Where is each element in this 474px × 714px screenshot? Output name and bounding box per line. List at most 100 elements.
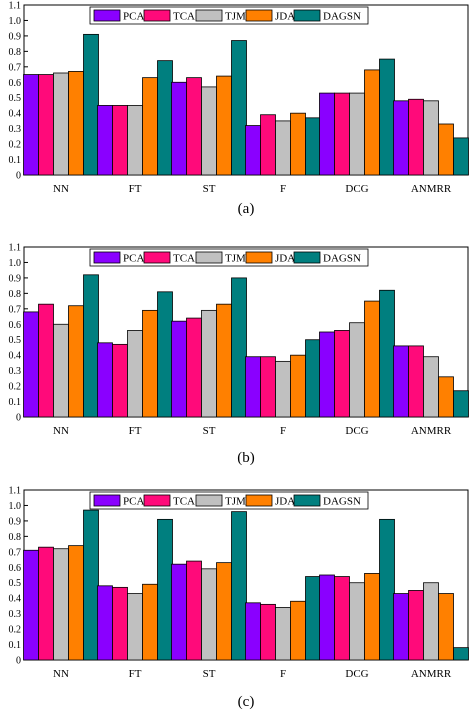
bar-jda-f [290,600,306,661]
panel-caption: (c) [238,694,255,710]
bar-pca-ft [97,342,113,418]
bar-jda-nn [68,71,84,176]
legend: PCA TCA TJM JDA DAGSN [89,248,369,267]
x-category-label: DCG [345,183,368,195]
panel-caption: (b) [237,450,255,466]
legend-label-tca: TCA [173,11,195,23]
bar-tca-nn [38,303,54,418]
bar-tjm-ft [127,105,143,176]
legend-swatch-pca [93,9,121,22]
x-category-label: FT [129,183,142,195]
legend-label-tjm: TJM [225,11,246,23]
y-tick-label: 0.5 [9,93,22,104]
y-tick-label: 0.4 [9,109,22,120]
y-tick-label: 0.2 [9,625,22,636]
y-tick-label: 0.4 [9,351,22,362]
panel-caption: (a) [238,201,255,217]
legend-swatch-dagsn [293,9,321,22]
y-tick-label: 1.1 [9,243,22,254]
bar-jda-f [290,354,306,418]
y-tick-label: 0.7 [9,304,22,315]
x-category-label: NN [53,425,69,437]
bar-tjm-st [201,568,217,661]
bar-dagsn-nn [83,274,99,418]
y-tick-label: 1.0 [9,16,22,27]
bar-tca-dcg [334,576,350,661]
bar-pca-ft [97,585,113,661]
bar-jda-f [290,112,306,176]
legend-label-pca: PCA [123,496,144,508]
bar-tca-st [186,317,202,418]
y-tick-label: 0.6 [9,563,22,574]
bar-tca-ft [112,105,128,176]
bar-tjm-nn [53,72,69,176]
bar-tjm-f [275,360,291,418]
bar-jda-ft [142,583,158,661]
bar-tca-ft [112,586,128,661]
x-category-label: NN [53,668,69,680]
bar-tca-f [260,114,276,176]
bar-tca-st [186,560,202,661]
x-category-label: FT [129,425,142,437]
y-tick-label: 0.4 [9,594,22,605]
bar-jda-anmrr [438,593,454,661]
bar-dagsn-nn [83,33,99,176]
legend-label-tca: TCA [173,253,195,265]
y-tick-label: 0.1 [9,155,22,166]
bar-pca-f [245,602,261,661]
y-tick-label: 1.0 [9,258,22,269]
legend-label-pca: PCA [123,253,144,265]
x-category-label: DCG [345,425,368,437]
bar-pca-f [245,125,261,176]
bar-tca-ft [112,343,128,418]
legend-swatch-pca [93,494,121,507]
bar-tca-nn [38,74,54,176]
bar-jda-nn [68,545,84,661]
bar-dagsn-dcg [379,289,395,418]
legend-label-jda: JDA [275,253,295,265]
x-category-label: ANMRR [411,425,452,437]
bar-pca-st [171,81,187,176]
legend: PCA TCA TJM JDA DAGSN [89,491,369,510]
legend-swatch-jda [245,251,273,264]
legend-swatch-tca [143,494,171,507]
bar-pca-ft [97,105,113,176]
y-tick-label: 0 [16,171,21,182]
chart-panel-1: 0 0.1 0.2 0.3 0.4 0.5 0.6 0.7 0.8 0.9 1.0 1.1 NN FT ST… [9,1,469,217]
bar-pca-f [245,356,261,418]
y-tick-label: 0.5 [9,335,22,346]
bar-dagsn-st [231,511,247,661]
bar-jda-dcg [364,69,380,176]
bar-jda-anmrr [438,376,454,418]
y-tick-label: 0.6 [9,320,22,331]
legend-label-pca: PCA [123,11,144,23]
bar-tjm-f [275,607,291,661]
y-tick-label: 0.7 [9,62,22,73]
bar-dagsn-ft [157,60,173,176]
bar-dagsn-nn [83,509,99,661]
bar-tca-anmrr [408,345,424,418]
legend: PCA TCA TJM JDA DAGSN [89,6,369,25]
bar-jda-ft [142,77,158,176]
x-category-label: F [280,425,286,437]
bar-jda-st [216,562,232,661]
x-category-label: FT [129,668,142,680]
bar-jda-st [216,75,232,176]
bar-pca-dcg [319,92,335,176]
x-category-label: ST [203,183,216,195]
y-tick-label: 0.2 [9,140,22,151]
legend-swatch-tca [143,9,171,22]
legend-swatch-tca [143,251,171,264]
bar-jda-ft [142,309,158,418]
legend-label-dagsn: DAGSN [323,496,361,508]
y-tick-label: 1.0 [9,501,22,512]
x-category-label: ST [203,425,216,437]
bar-tca-st [186,77,202,176]
bar-pca-nn [23,74,39,176]
bar-tjm-anmrr [423,356,439,418]
x-category-label: F [280,668,286,680]
bar-tjm-f [275,120,291,176]
y-tick-label: 1.1 [9,486,22,497]
bar-tca-dcg [334,92,350,176]
bar-jda-anmrr [438,123,454,176]
